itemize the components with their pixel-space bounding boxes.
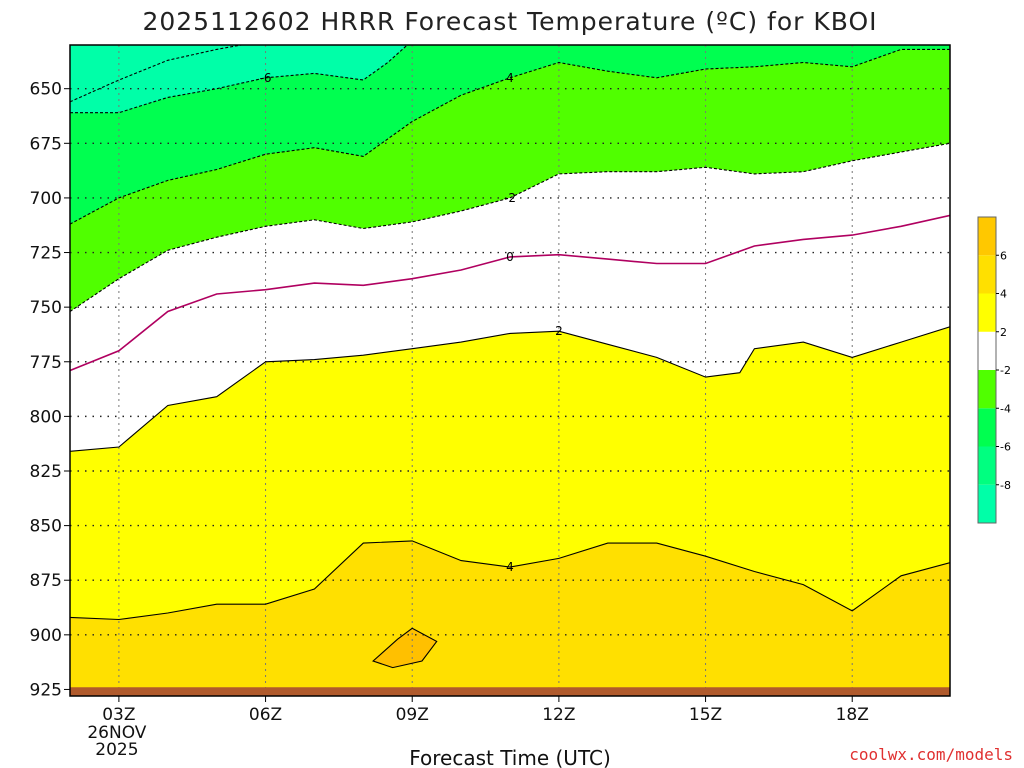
band-2-to-4 [70, 45, 950, 696]
x-date-label: 2025 [95, 740, 138, 760]
y-tick-label: 650 [30, 80, 62, 100]
source-credit: coolwx.com/models [849, 745, 1013, 764]
contour-4 [70, 540, 950, 621]
colorbar-swatch [978, 293, 996, 332]
colorbar-label: -6 [1000, 441, 1011, 454]
contour-2 [70, 326, 950, 452]
y-tick-label: 850 [30, 517, 62, 537]
temperature-bands [70, 45, 950, 696]
colorbar-swatch [978, 484, 996, 523]
colorbar-swatch [978, 370, 996, 409]
y-tick-label: 875 [30, 571, 62, 591]
colorbar-label: 6 [1000, 249, 1007, 262]
colorbar-swatch [978, 446, 996, 485]
y-tick-label: 700 [30, 189, 62, 209]
y-tick-label: 900 [30, 626, 62, 646]
contour-minus2 [70, 142, 950, 312]
colorbar-label: -4 [1000, 402, 1011, 415]
contour-minus8 [70, 45, 245, 103]
band-6-to-8 [373, 628, 437, 668]
contour-lines: -6 4 -2 0 2 4 [70, 45, 950, 669]
ground-surface [70, 687, 950, 696]
grid-lines [70, 45, 950, 696]
contour-minus6 [70, 45, 409, 114]
y-tick-label: 800 [30, 407, 62, 427]
contour-label: 0 [506, 250, 514, 264]
contour-label: -2 [504, 191, 516, 205]
colorbar-swatch [978, 217, 996, 256]
y-tick-label: 750 [30, 298, 62, 318]
x-axis-label: Forecast Time (UTC) [409, 746, 611, 768]
contour-label: 4 [506, 560, 514, 574]
colorbar-label: 4 [1000, 288, 1007, 301]
contour-minus4 [70, 48, 950, 225]
contour-label: 4 [506, 71, 514, 85]
contour-0 [70, 214, 950, 372]
x-date-label: 26NOV [87, 723, 146, 743]
colorbar-swatch [978, 408, 996, 447]
x-tick-label: 09Z [396, 705, 429, 725]
contour-6 [372, 627, 438, 669]
x-tick-label: 15Z [689, 705, 722, 725]
contour-label: -6 [260, 71, 272, 85]
colorbar-label: 2 [1000, 326, 1007, 339]
x-tick-label: 12Z [542, 705, 575, 725]
x-tick-label: 18Z [836, 705, 869, 725]
y-tick-label: 775 [30, 353, 62, 373]
y-tick-label: 725 [30, 244, 62, 264]
colorbar-label: -8 [1000, 479, 1011, 492]
plot-frame [69, 44, 951, 697]
colorbar-label: -2 [1000, 364, 1011, 377]
y-tick-label: 675 [30, 134, 62, 154]
colorbar-swatch [978, 331, 996, 370]
chart-title: 2025112602 HRRR Forecast Temperature (ºC… [142, 7, 877, 36]
colorbar: -8 -6 -4 -2 2 4 6 [977, 216, 1011, 524]
x-tick-label: 06Z [249, 705, 282, 725]
y-tick-label: 825 [30, 462, 62, 482]
y-axis: 650 675 700 725 750 775 800 825 850 875 900 925 [30, 80, 70, 700]
band-4-to-6 [70, 45, 950, 696]
x-tick-label: 03Z [102, 705, 135, 725]
colorbar-swatch [978, 255, 996, 294]
y-tick-label: 925 [30, 680, 62, 700]
contour-label: 2 [555, 324, 563, 338]
